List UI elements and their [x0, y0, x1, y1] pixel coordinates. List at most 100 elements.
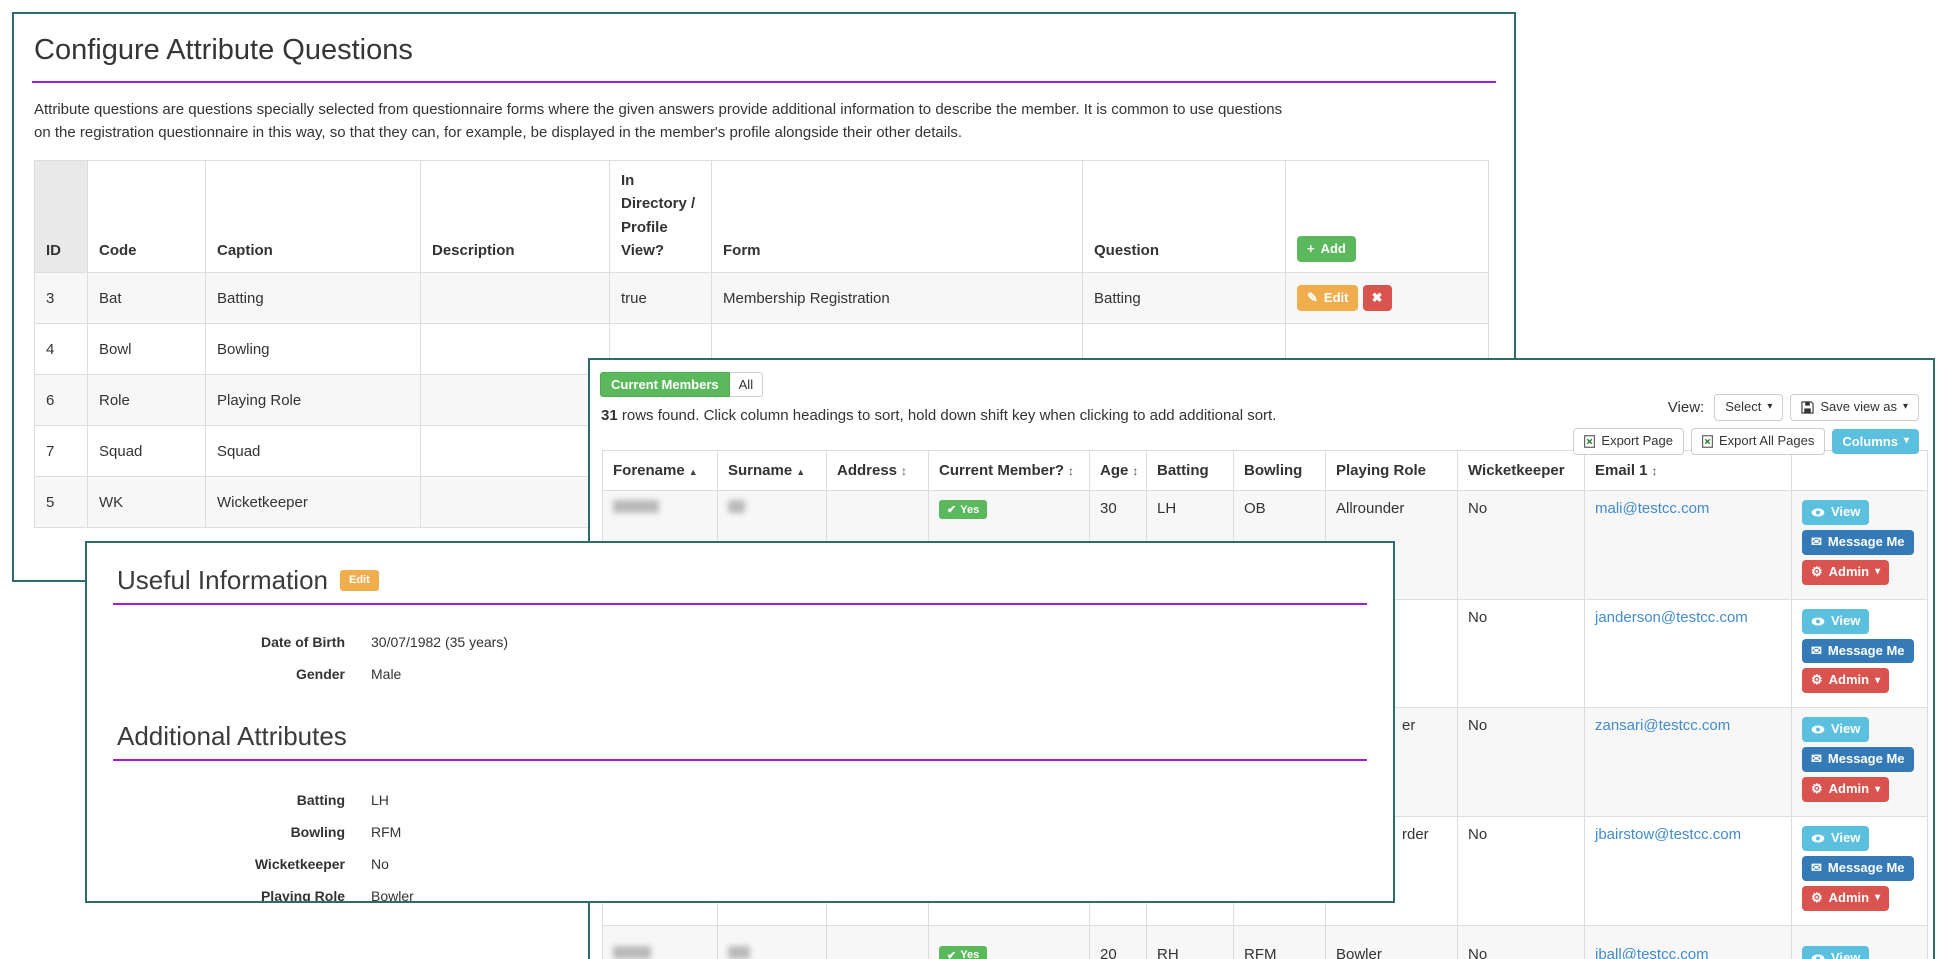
page-description: Attribute questions are questions specia… [34, 101, 1283, 141]
col-header-current-member[interactable]: Current Member? ↕ [928, 450, 1090, 491]
member-email-link[interactable]: mali@testcc.com [1595, 500, 1710, 517]
view-controls-row: View: Select ▾ Save view as ▾ [1668, 394, 1919, 421]
col-header-actions [1791, 450, 1928, 491]
aq-header-id: ID [34, 160, 88, 273]
field-date-of-birth: Date of Birth 30/07/1982 (35 years) [261, 634, 508, 651]
delete-button[interactable]: ✖ [1362, 285, 1392, 311]
envelope-icon: ✉ [1811, 642, 1822, 658]
sort-asc-icon: ▲ [796, 467, 806, 477]
add-button[interactable]: + Add [1297, 236, 1356, 262]
gear-icon: ⚙ [1811, 889, 1823, 905]
rows-found-text: 31 rows found. Click column headings to … [601, 407, 1277, 424]
aq-header-actions: + Add [1285, 160, 1489, 273]
col-header-address[interactable]: Address ↕ [826, 450, 929, 491]
aq-cell-code: Bat [87, 272, 206, 324]
aq-header-code: Code [87, 160, 206, 273]
aq-header-description: Description [420, 160, 610, 273]
member-filter-tabs: Current Members All [600, 372, 764, 397]
members-header-row: Forename ▲ Surname ▲ Address ↕ Current Memb… [602, 450, 1928, 491]
member-email-link[interactable]: jbairstow@testcc.com [1595, 826, 1742, 844]
plus-icon: + [1307, 241, 1315, 257]
aq-cell-description [420, 272, 610, 324]
col-header-email[interactable]: Email 1 ↕ [1584, 450, 1792, 491]
additional-attributes-title: Additional Attributes [117, 720, 347, 751]
col-header-batting[interactable]: Batting [1146, 450, 1234, 491]
columns-dropdown[interactable]: Columns ▾ [1832, 428, 1919, 455]
section-divider [113, 759, 1367, 762]
admin-dropdown[interactable]: ⚙ Admin ▾ [1802, 885, 1890, 911]
view-button[interactable]: View [1802, 500, 1870, 525]
caret-down-icon: ▾ [1875, 566, 1881, 578]
aq-cell-question: Batting [1082, 272, 1286, 324]
export-file-icon [1702, 435, 1713, 448]
member-row: ✔ Yes 20 RH RFM Bowler No jball@testcc.co… [602, 924, 1928, 959]
message-me-button[interactable]: ✉ Message Me [1802, 747, 1914, 773]
tab-all[interactable]: All [729, 372, 764, 397]
member-email-link[interactable]: janderson@testcc.com [1595, 608, 1748, 626]
col-header-bowling[interactable]: Bowling [1233, 450, 1326, 491]
aq-header-form: Form [711, 160, 1083, 273]
field-bowling: Bowling RFM [290, 824, 402, 841]
admin-dropdown[interactable]: ⚙ Admin ▾ [1802, 777, 1890, 803]
cross-icon: ✖ [1371, 290, 1383, 306]
eye-icon [1811, 508, 1825, 517]
eye-icon [1811, 954, 1825, 959]
field-playing-role: Playing Role Bowler [260, 887, 414, 903]
field-batting: Batting LH [296, 792, 389, 809]
aq-header-question: Question [1082, 160, 1286, 273]
sort-both-icon: ↕ [1068, 464, 1075, 478]
save-view-as-dropdown[interactable]: Save view as ▾ [1790, 394, 1919, 421]
export-all-pages-button[interactable]: Export All Pages [1690, 427, 1826, 455]
message-me-button[interactable]: ✉ Message Me [1802, 529, 1914, 555]
col-header-wicketkeeper[interactable]: Wicketkeeper [1457, 450, 1585, 491]
admin-dropdown[interactable]: ⚙ Admin ▾ [1802, 559, 1890, 585]
admin-dropdown[interactable]: ⚙ Admin ▾ [1802, 668, 1890, 694]
col-header-forename[interactable]: Forename ▲ [602, 450, 718, 491]
sort-both-icon: ↕ [901, 464, 908, 478]
member-email-link[interactable]: zansari@testcc.com [1595, 717, 1731, 735]
edit-button[interactable]: ✎ Edit [1297, 285, 1359, 311]
aq-cell-in-directory: true [609, 272, 712, 324]
message-me-button[interactable]: ✉ Message Me [1802, 855, 1914, 881]
caret-down-icon: ▾ [1903, 435, 1909, 447]
playing-role-partial: er [1402, 717, 1416, 735]
eye-icon [1811, 617, 1825, 626]
sort-asc-icon: ▲ [688, 467, 698, 477]
redacted-surname [728, 500, 745, 513]
floppy-save-icon [1801, 401, 1815, 414]
additional-attributes-fields: Batting LH Bowling RFM Wicketkeeper No P… [113, 791, 1367, 903]
view-button[interactable]: View [1802, 608, 1870, 634]
sort-both-icon: ↕ [1651, 464, 1658, 478]
caret-down-icon: ▾ [1902, 401, 1908, 413]
table-controls: View: Select ▾ Save view as ▾ Export Pag… [1573, 394, 1919, 455]
envelope-icon: ✉ [1811, 533, 1822, 549]
redacted-forename [613, 945, 651, 959]
col-header-playing-role[interactable]: Playing Role [1325, 450, 1458, 491]
caret-down-icon: ▾ [1875, 783, 1881, 795]
redacted-forename [613, 500, 659, 513]
select-view-dropdown[interactable]: Select ▾ [1714, 394, 1784, 421]
gear-icon: ⚙ [1811, 672, 1823, 688]
member-email-link[interactable]: jball@testcc.com [1595, 945, 1709, 959]
view-button[interactable]: View [1802, 826, 1870, 851]
gear-icon: ⚙ [1811, 781, 1823, 797]
col-header-age[interactable]: Age ↕ [1089, 450, 1147, 491]
col-header-surname[interactable]: Surname ▲ [717, 450, 827, 491]
aq-header-row: ID Code Caption Description In Directory… [34, 160, 1489, 273]
export-page-button[interactable]: Export Page [1573, 427, 1684, 455]
profile-panel: Useful Information Edit Date of Birth 30… [85, 541, 1395, 903]
eye-icon [1811, 834, 1825, 843]
caret-down-icon: ▾ [1767, 401, 1773, 413]
message-me-button[interactable]: ✉ Message Me [1802, 638, 1914, 664]
field-wicketkeeper: Wicketkeeper No [254, 855, 389, 872]
view-button[interactable]: View [1802, 717, 1870, 743]
view-button[interactable]: View [1802, 945, 1870, 959]
eye-icon [1811, 725, 1825, 734]
edit-profile-button[interactable]: Edit [339, 570, 379, 592]
pencil-icon: ✎ [1307, 290, 1318, 306]
spacer [113, 697, 1367, 719]
playing-role-partial: rder [1402, 826, 1429, 844]
current-member-badge: ✔ Yes [939, 945, 988, 959]
tab-current-members[interactable]: Current Members [600, 372, 730, 397]
